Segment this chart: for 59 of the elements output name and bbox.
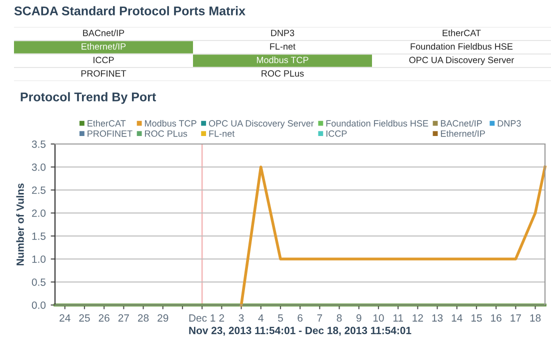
y-tick-label: 3.5 (32, 140, 46, 148)
y-tick-label: 1.5 (32, 232, 46, 240)
text: Foundation Fieldbus HSE (410, 43, 513, 50)
text: FL-net (270, 43, 296, 50)
x-tick-label: 28 (138, 314, 149, 322)
x-tick-label: 16 (491, 314, 502, 322)
x-tick-label: 17 (510, 314, 521, 322)
text: Ethernet/IP (82, 43, 126, 50)
x-tick-label: 24 (60, 314, 70, 322)
y-tick-label: 2.5 (32, 186, 46, 194)
x-axis-title: Nov 23, 2013 11:54:01 - Dec 18, 2013 11:54:01 (189, 326, 412, 336)
legend-label: ROC PLus (145, 130, 188, 137)
x-tick-label: 13 (432, 314, 443, 322)
y-tick-label: 2.0 (32, 210, 46, 217)
y-tick-label: 1.0 (32, 256, 46, 263)
legend-label: EtherCAT (88, 120, 126, 127)
x-tick-label: 9 (356, 314, 362, 322)
line-series (240, 166, 546, 306)
y-tick-label: 0.0 (32, 302, 46, 309)
text: OPC UA Discovery Server (409, 56, 514, 65)
chart-title: Protocol Trend By Port (20, 92, 156, 104)
text: DNP3 (271, 30, 294, 36)
x-tick-label: 18 (530, 314, 541, 322)
legend-label: FL-net (209, 130, 235, 137)
y-axis-title: Number of Vulns (16, 183, 24, 266)
legend-label: Ethernet/IP (440, 130, 485, 137)
legend-label: DNP3 (498, 120, 521, 127)
x-tick-label: 2 (219, 314, 224, 322)
legend-label: ICCP (326, 130, 347, 137)
x-tick-label: 7 (317, 314, 322, 322)
x-tick-label: 11 (393, 314, 403, 322)
x-tick-label: 8 (336, 314, 342, 322)
x-tick-label: 29 (158, 314, 168, 322)
x-tick-label: 4 (258, 314, 264, 322)
x-tick-label: 27 (118, 314, 129, 322)
x-tick-label: 15 (471, 314, 482, 322)
x-tick-label: 10 (373, 314, 384, 322)
text: BACnet/IP (83, 30, 124, 36)
text: ICCP (94, 56, 114, 64)
y-tick-label: 3.0 (32, 164, 46, 171)
text: EtherCAT (442, 30, 481, 36)
x-tick-label: 14 (452, 314, 462, 322)
x-tick-label: 5 (278, 314, 283, 322)
x-tick-label: 26 (98, 314, 110, 322)
text: ROC PLus (262, 70, 304, 77)
legend-label: BACnet/IP (440, 120, 482, 127)
x-tick-label: Dec 1 (189, 314, 216, 322)
x-tick-label: 6 (298, 314, 303, 322)
legend-label: Foundation Fieldbus HSE (326, 120, 428, 127)
legend-label: OPC UA Discovery Server (208, 120, 314, 128)
x-tick-label: 12 (412, 314, 423, 322)
x-tick-label: 3 (238, 314, 244, 322)
y-tick-label: 0.5 (32, 278, 46, 286)
text: SCADA Standard Protocol Ports Matrix (14, 6, 246, 16)
legend-label: Modbus TCP (145, 120, 196, 127)
text: PROFINET (81, 70, 126, 77)
legend-label: PROFINET (88, 130, 132, 137)
x-tick-label: 25 (79, 314, 90, 322)
text: Modbus TCP (256, 56, 308, 64)
